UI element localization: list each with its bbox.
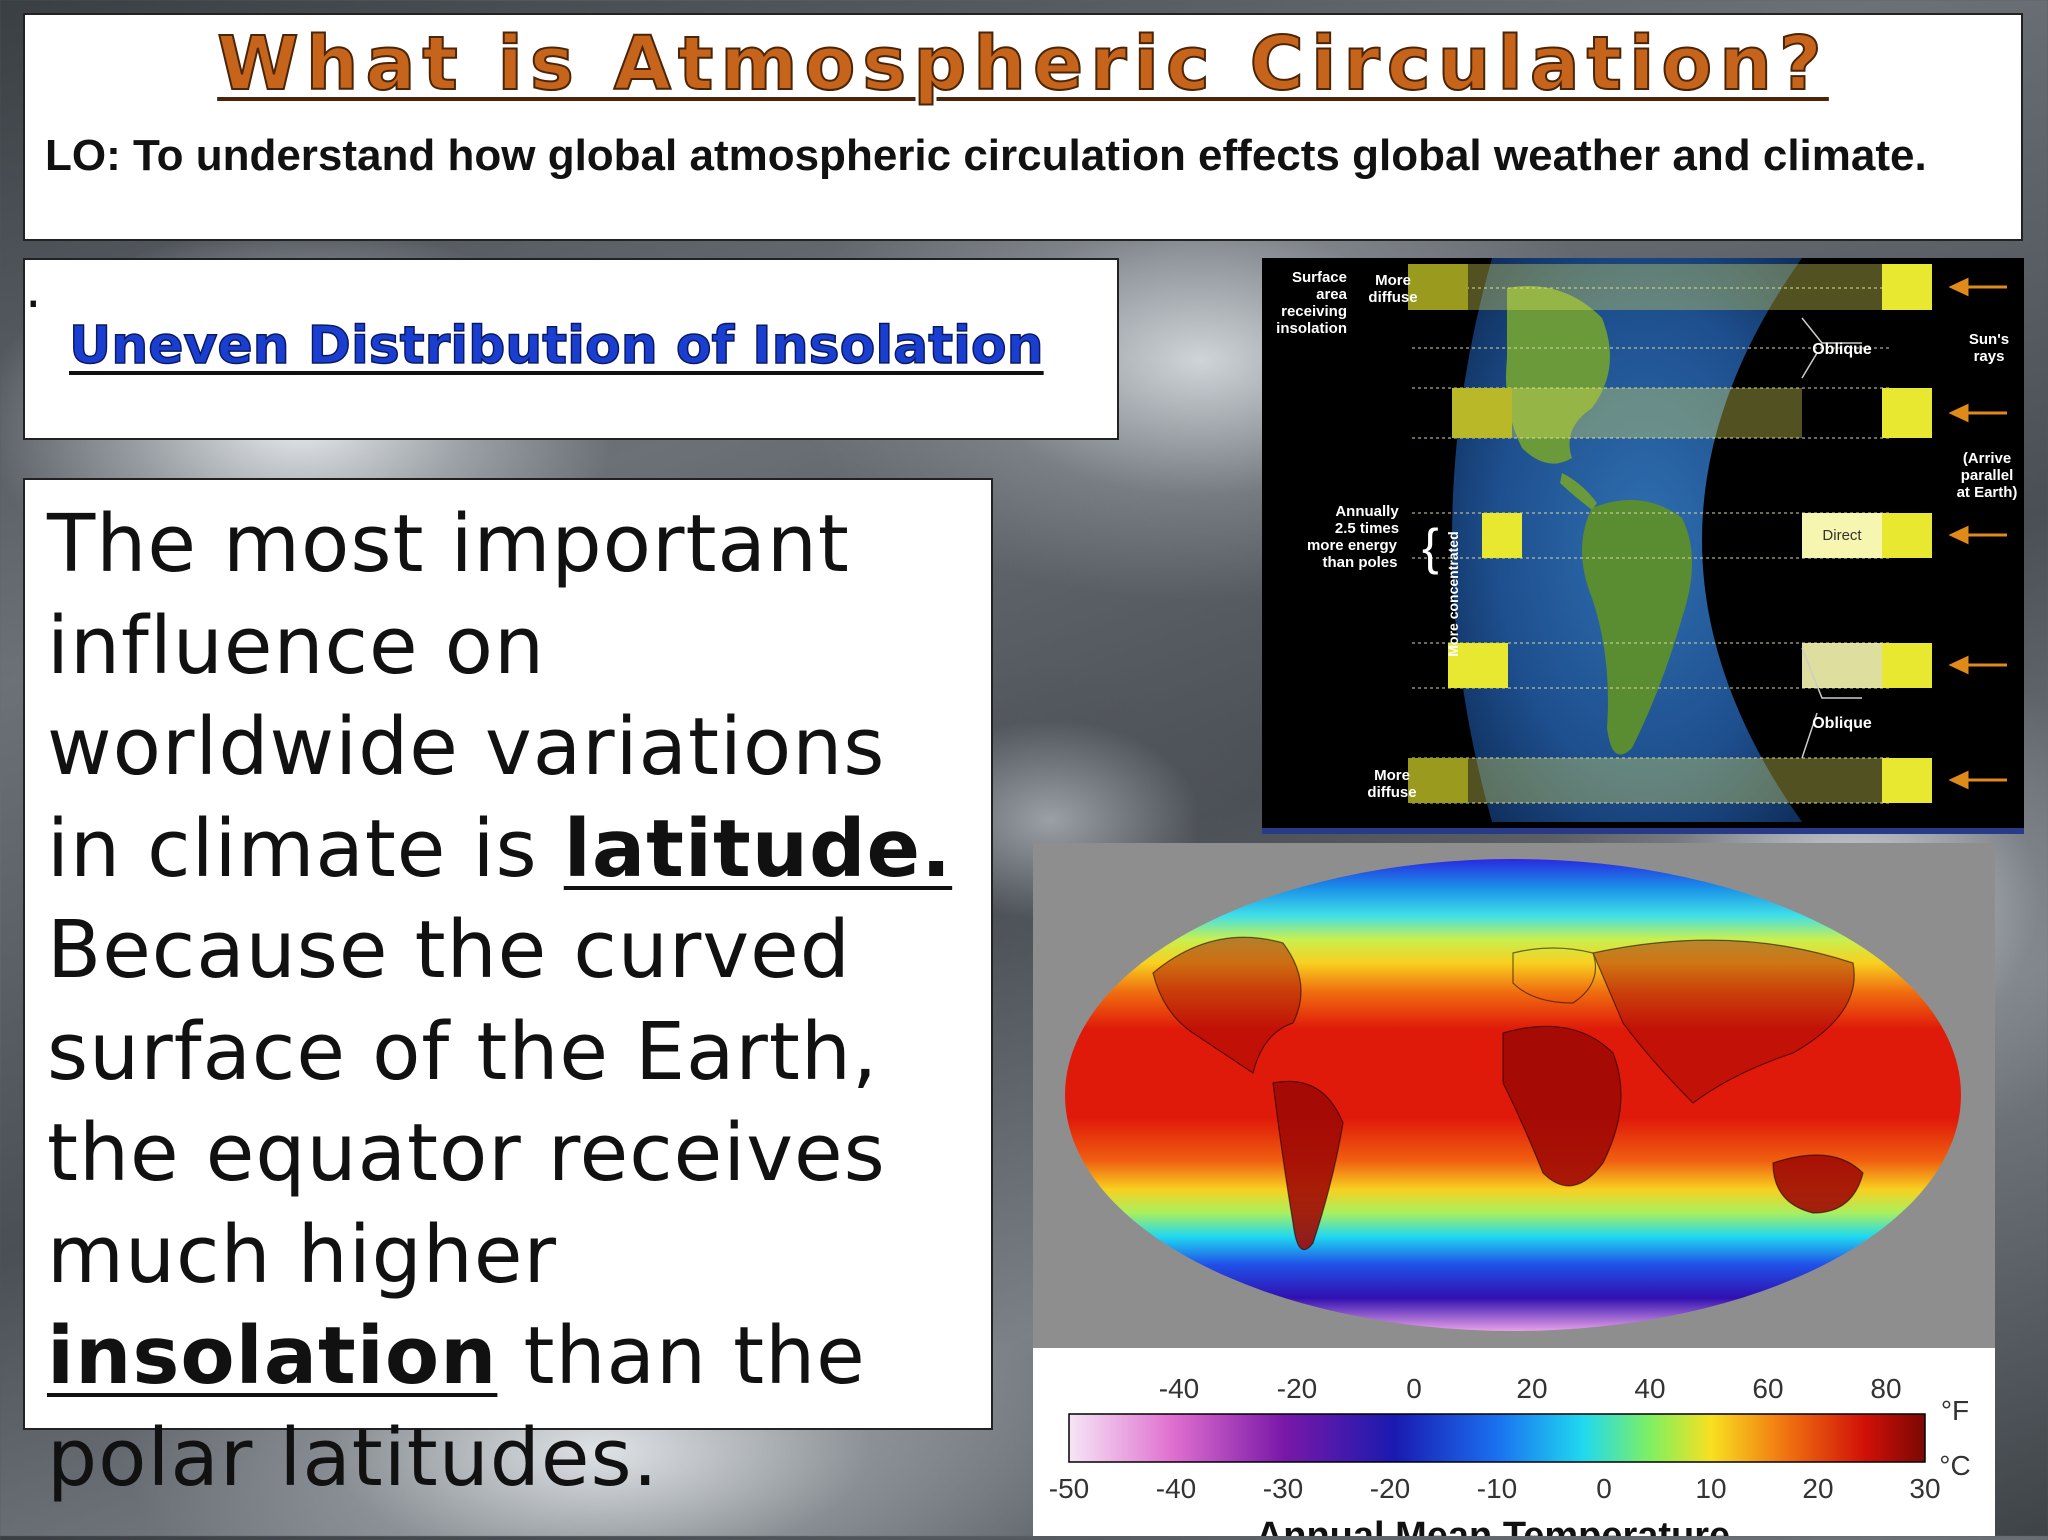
body-text-box: The most important influence on worldwid… <box>23 478 993 1504</box>
label-more-diffuse-top-2: diffuse <box>1368 289 1417 306</box>
subheading-box: Uneven Distribution of Insolation. <box>23 258 1119 440</box>
label-more-diffuse-bottom-1: More <box>1374 767 1410 784</box>
learning-objective: LO: To understand how global atmospheric… <box>45 131 1927 180</box>
body-text-part2: Because the curved surface of the Earth,… <box>47 904 886 1301</box>
keyword-insolation: insolation <box>47 1310 498 1402</box>
label-suns-rays-2: rays <box>1974 348 2005 365</box>
label-oblique-top: Oblique <box>1812 341 1872 358</box>
label-oblique-bottom: Oblique <box>1812 715 1872 732</box>
f-tick-2: -20 <box>1277 1373 1317 1404</box>
title-box: What is Atmospheric Circulation? LO: To … <box>23 13 2023 241</box>
label-annually-1: Annually <box>1335 503 1399 520</box>
temperature-map-caption: Annual Mean Temperature <box>1256 1515 1730 1536</box>
insolation-diagram-svg: Surface area receiving insolation More d… <box>1276 258 2018 822</box>
label-annually-3: more energy <box>1307 537 1398 554</box>
label-more-diffuse-bottom-2: diffuse <box>1367 784 1416 801</box>
f-tick-6: 60 <box>1752 1373 1783 1404</box>
c-tick-9: 30 <box>1909 1473 1940 1504</box>
label-surface-1: Surface <box>1292 269 1347 286</box>
sun-ray-arrows <box>1948 277 2007 790</box>
label-direct: Direct <box>1822 527 1862 544</box>
subheading: Uneven Distribution of Insolation <box>68 315 1044 377</box>
label-surface-4: insolation <box>1276 320 1347 337</box>
label-suns-rays-1: Sun's <box>1969 331 2009 348</box>
f-tick-5: 40 <box>1634 1373 1665 1404</box>
body-paragraph: The most important influence on worldwid… <box>47 494 981 1509</box>
f-tick-3: 0 <box>1406 1373 1422 1404</box>
central-america-shape <box>1560 473 1597 510</box>
page-title: What is Atmospheric Circulation? <box>216 20 1829 108</box>
label-more-diffuse-top-1: More <box>1375 272 1411 289</box>
c-tick-4: -20 <box>1370 1473 1410 1504</box>
body-text-part3: than the polar latitudes. <box>47 1310 866 1504</box>
keyword-latitude: latitude. <box>563 802 953 895</box>
c-tick-2: -40 <box>1156 1473 1196 1504</box>
label-surface-2: area <box>1316 286 1348 303</box>
label-annually-4: than poles <box>1322 554 1397 571</box>
continents <box>1153 937 1863 1250</box>
insolation-diagram: Surface area receiving insolation More d… <box>1262 258 2024 834</box>
c-tick-8: 20 <box>1802 1473 1833 1504</box>
sun-ray-bands <box>1408 264 1932 803</box>
label-arrive-parallel-1: (Arrive <box>1963 450 2011 467</box>
temperature-map-figure: -40 -20 0 20 40 60 80 °F -50 -40 -30 -20… <box>1033 843 1995 1540</box>
temperature-legend-svg: -40 -20 0 20 40 60 80 °F -50 -40 -30 -20… <box>1049 1373 1971 1540</box>
c-tick-6: 0 <box>1596 1473 1612 1504</box>
fahrenheit-unit: °F <box>1941 1395 1969 1426</box>
subheading-period: . <box>25 260 42 320</box>
label-arrive-parallel-3: at Earth) <box>1957 484 2018 501</box>
body-text-part1: The most important influence on worldwid… <box>47 498 886 895</box>
color-scale-bar <box>1068 1413 1926 1463</box>
temperature-map-svg <box>1065 859 1961 1331</box>
label-surface-3: receiving <box>1281 303 1347 320</box>
c-tick-7: 10 <box>1695 1473 1726 1504</box>
temperature-legend: -40 -20 0 20 40 60 80 °F -50 -40 -30 -20… <box>1033 1348 1995 1540</box>
c-tick-3: -30 <box>1263 1473 1303 1504</box>
north-america-shape <box>1506 286 1610 464</box>
c-tick-5: -10 <box>1477 1473 1517 1504</box>
f-tick-7: 80 <box>1870 1373 1901 1404</box>
celsius-unit: °C <box>1939 1450 1970 1481</box>
label-more-concentrated: More concentrated <box>1445 531 1461 656</box>
south-america-shape <box>1582 500 1692 755</box>
label-annually-2: 2.5 times <box>1335 520 1399 537</box>
f-tick-1: -40 <box>1159 1373 1199 1404</box>
brace-icon: { <box>1422 519 1439 575</box>
c-tick-1: -50 <box>1049 1473 1089 1504</box>
label-arrive-parallel-2: parallel <box>1961 467 2014 484</box>
f-tick-4: 20 <box>1516 1373 1547 1404</box>
